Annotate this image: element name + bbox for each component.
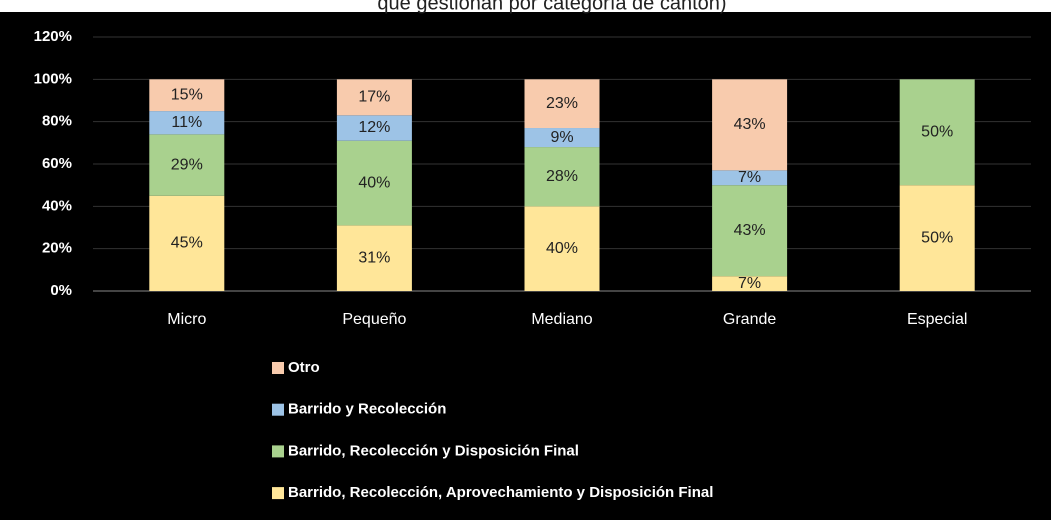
data-label: 45% [171,235,203,252]
data-label: 50% [921,123,953,140]
bar-segment [524,128,600,148]
data-label: 7% [738,275,761,292]
y-tick-label: 100% [34,70,72,87]
bar-segment [712,185,788,277]
bar-segment [712,79,788,171]
bar-segment [524,206,600,291]
y-tick-label: 80% [42,113,72,130]
bar-segment [336,225,412,291]
bar-segment [899,185,975,291]
y-tick-label: 0% [50,282,72,299]
bar-segment [149,111,225,135]
y-tick-label: 120% [34,28,72,45]
bar-segment [149,195,225,291]
legend-label: Barrido y Recolección [288,401,446,418]
x-tick-label: Especial [907,311,967,328]
data-label: 23% [546,95,578,112]
x-tick-label: Grande [723,311,776,328]
bar-segment [899,79,975,186]
data-label: 7% [738,169,761,186]
y-tick-label: 60% [42,155,72,172]
data-label: 40% [358,174,390,191]
data-label: 29% [171,156,203,173]
bar-segment [524,147,600,207]
data-label: 31% [358,249,390,266]
legend-swatch [272,445,284,458]
legend-swatch [272,403,284,416]
data-label: 43% [734,222,766,239]
data-label: 40% [546,240,578,257]
data-label: 15% [171,86,203,103]
data-label: 50% [921,229,953,246]
data-label: 9% [550,129,573,146]
data-label: 11% [171,114,202,131]
legend-label: Otro [288,359,320,376]
legend-label: Barrido, Recolección, Aprovechamiento y … [288,484,713,501]
y-tick-label: 40% [42,197,72,214]
data-label: 17% [358,89,390,106]
bar-segment [149,134,225,196]
data-label: 43% [734,116,766,133]
bar-segment [712,170,788,186]
x-tick-label: Micro [167,311,206,328]
title-strip [0,0,1051,12]
legend-swatch [272,362,284,374]
legend-label: Barrido, Recolección y Disposición Final [288,442,579,459]
bar-segment [524,79,600,129]
bar-segment [712,276,788,291]
bar-segment [336,79,412,116]
bar-segment [336,115,412,141]
x-tick-label: Pequeño [342,311,406,328]
data-label: 28% [546,168,578,185]
bar-segment [149,79,225,112]
bar-segment [336,140,412,226]
data-label: 12% [358,119,390,136]
legend-swatch [272,487,284,500]
chart-title: que gestionan por categoría de cantón) [377,0,726,14]
y-tick-label: 20% [42,240,72,257]
x-tick-label: Mediano [531,311,592,328]
